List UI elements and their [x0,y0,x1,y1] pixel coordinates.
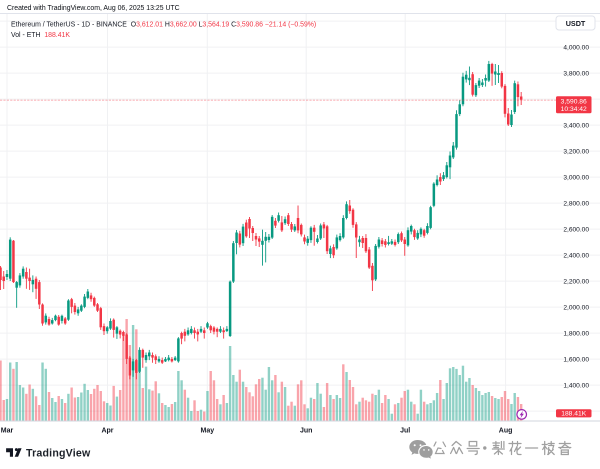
svg-text:Created with TradingView.com,: Created with TradingView.com, Aug 06, 20… [7,5,180,12]
svg-text:Vol - ETH 188.41K: Vol - ETH 188.41K [11,32,70,39]
svg-text:Mar: Mar [1,428,14,435]
svg-text:2,200.00: 2,200.00 [563,279,589,286]
svg-text:4,000.00: 4,000.00 [563,45,589,52]
svg-text:TradingView: TradingView [26,447,91,459]
svg-text:Apr: Apr [101,428,113,435]
svg-text:USDT: USDT [566,19,586,28]
svg-text:Ethereum / TetherUS - 1D - BIN: Ethereum / TetherUS - 1D - BINANCE O3,61… [11,21,316,28]
svg-text:3,200.00: 3,200.00 [563,149,589,156]
svg-text:2,600.00: 2,600.00 [563,227,589,234]
svg-text:2,800.00: 2,800.00 [563,201,589,208]
svg-text:1,400.00: 1,400.00 [563,383,589,390]
svg-text:2,000.00: 2,000.00 [563,305,589,312]
svg-text:3,000.00: 3,000.00 [563,175,589,182]
svg-text:3,590.86: 3,590.86 [561,98,587,105]
svg-text:188.41K: 188.41K [561,411,586,418]
svg-text:3,800.00: 3,800.00 [563,71,589,78]
svg-text:May: May [200,428,214,435]
svg-text:10:34:42: 10:34:42 [561,106,587,113]
svg-text:1,800.00: 1,800.00 [563,331,589,338]
svg-text:1,600.00: 1,600.00 [563,357,589,364]
svg-text:3,400.00: 3,400.00 [563,123,589,130]
svg-text:2,400.00: 2,400.00 [563,253,589,260]
svg-text:Jul: Jul [400,428,410,435]
svg-text:Aug: Aug [499,428,513,435]
svg-text:Jun: Jun [300,428,312,435]
